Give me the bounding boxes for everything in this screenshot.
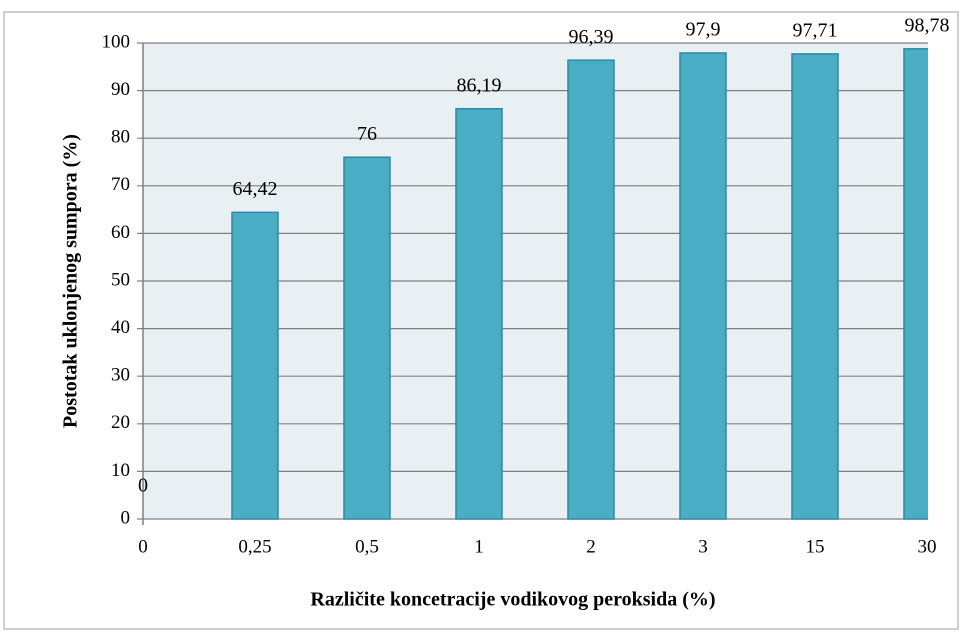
bar bbox=[679, 52, 727, 520]
value-label: 0 bbox=[138, 475, 148, 497]
y-tick-label: 10 bbox=[111, 460, 130, 481]
x-tick-label: 0,25 bbox=[238, 536, 271, 557]
value-label: 96,39 bbox=[569, 26, 614, 48]
bar bbox=[231, 211, 279, 520]
value-label: 97,71 bbox=[793, 19, 838, 41]
value-label: 64,42 bbox=[233, 178, 278, 200]
y-tick-label: 40 bbox=[111, 317, 130, 338]
y-tick-label: 90 bbox=[111, 79, 130, 100]
value-label: 76 bbox=[357, 123, 377, 145]
y-axis-title: Postotak uklonjenog sumpora (%) bbox=[60, 134, 82, 428]
bar bbox=[567, 59, 615, 520]
y-tick-label: 20 bbox=[111, 412, 130, 433]
x-tick-label: 3 bbox=[698, 536, 708, 557]
bar bbox=[343, 156, 391, 520]
y-tick-label: 100 bbox=[102, 31, 131, 52]
x-tick-label: 0,5 bbox=[355, 536, 379, 557]
y-tick-label: 70 bbox=[111, 174, 130, 195]
x-tick-label: 1 bbox=[474, 536, 484, 557]
x-tick-label: 15 bbox=[806, 536, 825, 557]
bar bbox=[791, 53, 839, 520]
y-tick-label: 0 bbox=[121, 507, 131, 528]
bars bbox=[231, 48, 928, 520]
y-tick-label: 80 bbox=[111, 127, 130, 148]
value-label: 98,78 bbox=[905, 14, 950, 36]
x-tick-label: 0 bbox=[138, 536, 148, 557]
x-tick-label: 2 bbox=[586, 536, 596, 557]
value-label: 97,9 bbox=[686, 19, 721, 41]
x-axis-title: Različite koncetracije vodikovog peroksi… bbox=[310, 589, 715, 611]
y-tick-label: 50 bbox=[111, 269, 130, 290]
y-tick-label: 30 bbox=[111, 365, 130, 386]
x-tick-label: 30 bbox=[918, 536, 937, 557]
bar bbox=[455, 107, 503, 520]
y-tick-label: 60 bbox=[111, 222, 130, 243]
bar bbox=[903, 48, 928, 520]
value-label: 86,19 bbox=[457, 74, 502, 96]
